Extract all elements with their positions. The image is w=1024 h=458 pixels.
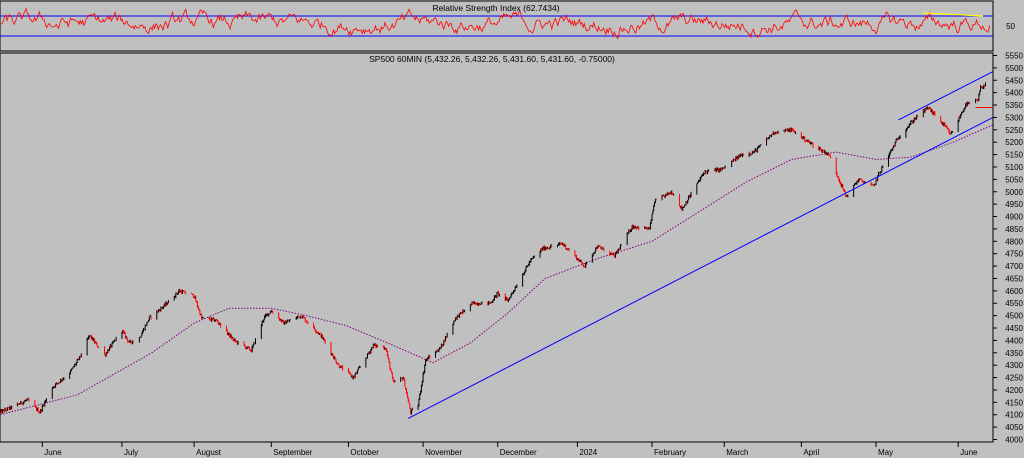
rsi-series [0, 7, 991, 40]
price-y-tick-label: 5350 [1005, 101, 1023, 110]
price-y-tick-label: 4400 [1005, 336, 1023, 345]
price-y-tick-label: 4000 [1005, 436, 1023, 445]
price-y-tick-label: 4300 [1005, 361, 1023, 370]
price-y-tick-label: 5300 [1005, 113, 1023, 122]
price-y-tick-label: 5500 [1005, 64, 1023, 73]
price-y-tick-label: 4450 [1005, 324, 1023, 333]
x-tick-label: March [726, 448, 748, 457]
price-y-tick-label: 5450 [1005, 76, 1023, 85]
price-y-tick-label: 4600 [1005, 287, 1023, 296]
rsi-reference-lines [0, 15, 993, 37]
price-trendline [407, 116, 994, 419]
price-y-tick-label: 4850 [1005, 225, 1023, 234]
x-tick-label: 2024 [579, 448, 597, 457]
x-tick-label: June [960, 448, 978, 457]
x-tick-label: February [654, 448, 686, 457]
moving-average-path [0, 124, 994, 416]
price-trendline [898, 71, 994, 121]
price-y-tick-label: 4150 [1005, 398, 1023, 407]
price-y-tick-label: 4950 [1005, 200, 1023, 209]
price-y-tick-label: 4900 [1005, 213, 1023, 222]
x-tick-label: June [44, 448, 62, 457]
price-y-tick-label: 4550 [1005, 299, 1023, 308]
x-tick-label: August [196, 448, 222, 457]
x-tick-label: July [124, 448, 138, 457]
price-y-tick-label: 4050 [1005, 423, 1023, 432]
price-y-tick-label: 4750 [1005, 250, 1023, 259]
rsi-panel: 50 Relative Strength Index (62.7434) [0, 0, 1016, 52]
price-panel: 4000 4050 4100 4150 4200 4250 4300 4350 4400 4450… [0, 51, 1024, 445]
price-y-tick-label: 4100 [1005, 411, 1023, 420]
price-y-tick-label: 5000 [1005, 188, 1023, 197]
price-trendlines [407, 71, 994, 419]
x-tick-label: April [803, 448, 819, 457]
x-tick-label: May [878, 448, 893, 457]
rsi-line [0, 7, 991, 40]
rsi-y-axis: 50 [1006, 22, 1015, 31]
x-tick-label: October [350, 448, 379, 457]
rsi-title: Relative Strength Index (62.7434) [432, 3, 559, 13]
price-y-tick-label: 4250 [1005, 374, 1023, 383]
price-y-tick-label: 4200 [1005, 386, 1023, 395]
price-y-tick-label: 5550 [1005, 51, 1023, 60]
x-tick-label: November [425, 448, 462, 457]
price-y-tick-label: 4500 [1005, 312, 1023, 321]
price-y-tick-label: 5250 [1005, 126, 1023, 135]
x-tick-label: December [500, 448, 537, 457]
price-y-tick-label: 5050 [1005, 175, 1023, 184]
x-tick-label: September [273, 448, 312, 457]
price-y-tick-label: 4800 [1005, 237, 1023, 246]
price-title: SP500 60MIN (5,432.26, 5,432.26, 5,431.6… [369, 54, 615, 64]
moving-average-line [0, 124, 994, 416]
price-y-tick-label: 5100 [1005, 163, 1023, 172]
price-y-tick-label: 4650 [1005, 274, 1023, 283]
rsi-y-tick-label: 50 [1006, 22, 1015, 31]
price-y-tick-label: 5200 [1005, 138, 1023, 147]
price-y-tick-label: 5400 [1005, 89, 1023, 98]
price-y-tick-label: 4350 [1005, 349, 1023, 358]
rsi-panel-frame [0, 0, 994, 52]
x-axis: June July August September October November De… [0, 441, 993, 457]
rsi-trendline [923, 12, 984, 17]
price-candles [0, 82, 987, 415]
price-y-tick-label: 4700 [1005, 262, 1023, 271]
price-y-axis: 4000 4050 4100 4150 4200 4250 4300 4350 4400 4450… [993, 51, 1024, 445]
rsi-trendline-segment [923, 12, 984, 17]
price-y-tick-label: 5150 [1005, 151, 1023, 160]
